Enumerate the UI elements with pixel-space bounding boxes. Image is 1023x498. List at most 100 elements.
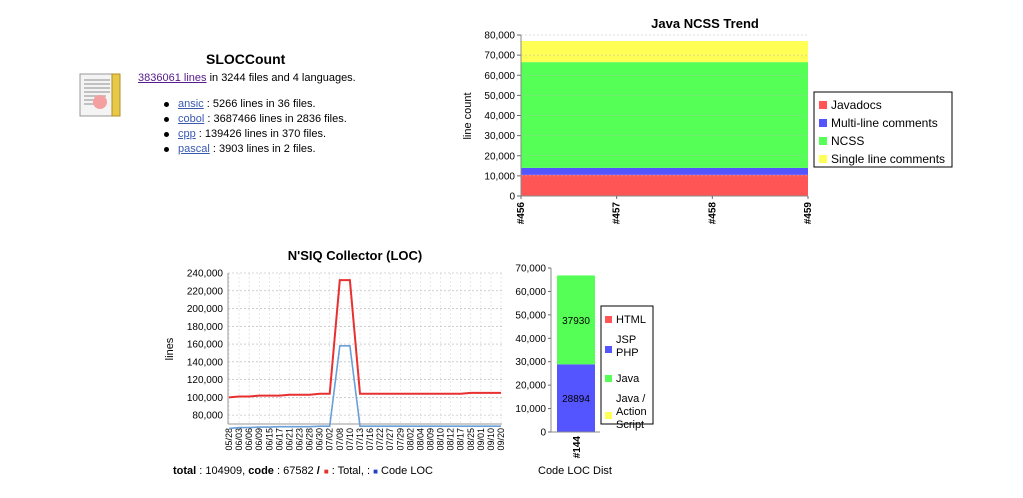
dist-legend-label: JSP (616, 334, 636, 346)
ncss-y-tick-label: 0 (509, 192, 515, 203)
language-link-ansic[interactable]: ansic (178, 98, 204, 110)
nsiq-x-tick-label: 06/17 (274, 428, 284, 451)
ncss-x-tick-label: #459 (803, 202, 814, 225)
nsiq-y-tick-label: 220,000 (187, 286, 224, 297)
language-stat: : 139426 lines in 370 files. (195, 128, 327, 140)
sloc-summary: 3836061 lines in 3244 files and 4 langua… (138, 72, 356, 84)
nsiq-x-tick-label: 07/08 (335, 428, 345, 451)
ncss-y-tick-label: 20,000 (484, 151, 515, 162)
nsiq-y-tick-label: 100,000 (187, 393, 224, 404)
dist-legend-swatch (605, 375, 612, 382)
ncss-area-ncss (521, 62, 808, 168)
ncss-legend-swatch (819, 119, 827, 127)
ncss-legend-box (813, 91, 953, 168)
footer-code-label: code (248, 465, 274, 477)
ncss-legend-label: Single line comments (831, 152, 945, 166)
ncss-x-tick-label: #457 (612, 202, 623, 225)
ncss-legend-label: NCSS (831, 134, 864, 148)
language-link-cpp[interactable]: cpp (178, 128, 196, 140)
dist-y-tick-label: 0 (540, 428, 546, 439)
nsiq-y-tick-label: 140,000 (187, 357, 224, 368)
nsiq-x-tick-label: 08/25 (466, 428, 476, 451)
dist-legend-label: Action (616, 406, 647, 418)
nsiq-x-tick-label: 07/13 (355, 428, 365, 451)
dist-legend-label: Java / (616, 393, 646, 405)
footer-slash: / (317, 465, 320, 477)
ncss-y-tick-label: 80,000 (484, 31, 515, 42)
footer-total-value: : 104909, (196, 465, 248, 477)
nsiq-footer: total : 104909, code : 67582 / ■ : Total,… (173, 465, 433, 477)
nsiq-x-tick-label: 08/17 (456, 428, 466, 451)
footer-code-value: : 67582 (274, 465, 317, 477)
dist-legend-label: HTML (616, 314, 646, 326)
nsiq-x-tick-label: 06/28 (305, 428, 315, 451)
total-lines-link[interactable]: 3836061 lines (138, 72, 207, 84)
list-item: pascal : 3903 lines in 2 files. (162, 142, 347, 157)
nsiq-x-tick-label: 06/06 (244, 428, 254, 451)
list-item: cobol : 3687466 lines in 2836 files. (162, 112, 347, 127)
ncss-y-tick-label: 10,000 (484, 171, 515, 182)
dist-legend-swatch (605, 412, 612, 419)
dist-bar-jsp-php (557, 364, 595, 432)
nsiq-x-tick-label: 06/21 (284, 428, 294, 451)
nsiq-x-tick-label: 07/16 (365, 428, 375, 451)
dist-x-axis-label: Code LOC Dist (538, 465, 612, 477)
ncss-trend-chart[interactable]: Java NCSS Trend line count 0 10,000 20,000… (450, 8, 970, 233)
footer-total-marker: ■ (324, 467, 329, 476)
dist-legend-label: Script (616, 419, 644, 431)
dist-legend-box (600, 305, 654, 425)
nsiq-x-tick-label: 06/15 (264, 428, 274, 451)
ncss-y-axis-label: line count (462, 92, 474, 139)
nsiq-x-tick-label: 08/02 (405, 428, 415, 451)
ncss-area-javadocs (521, 174, 808, 196)
code-loc-dist-chart[interactable]: 0 10,000 20,000 30,000 40,000 50,000 60,000 70,… (505, 258, 665, 483)
nsiq-x-tick-label: 05/28 (224, 428, 234, 451)
language-link-cobol[interactable]: cobol (178, 113, 205, 125)
list-item: cpp : 139426 lines in 370 files. (162, 127, 347, 142)
language-stat: : 5266 lines in 36 files. (203, 98, 316, 110)
nsiq-x-tick-label: 09/01 (476, 428, 486, 451)
dist-y-tick-label: 50,000 (515, 310, 546, 321)
language-link-pascal[interactable]: pascal (178, 143, 210, 155)
nsiq-x-tick-label: 07/27 (385, 428, 395, 451)
nsiq-x-tick-label: 08/12 (446, 428, 456, 451)
footer-total-legend: : Total, : (329, 465, 373, 477)
nsiq-x-tick-label: 06/30 (315, 428, 325, 451)
sloccount-title: SLOCCount (206, 51, 286, 67)
dist-y-tick-label: 60,000 (515, 287, 546, 298)
nsiq-x-tick-label: 06/23 (295, 428, 305, 451)
nsiq-y-tick-label: 240,000 (187, 269, 224, 280)
nsiq-y-tick-label: 160,000 (187, 340, 224, 351)
dist-plot-area: 0 10,000 20,000 30,000 40,000 50,000 60,000 70,… (515, 264, 600, 459)
nsiq-x-tick-label: 08/04 (415, 428, 425, 451)
dist-y-tick-label: 40,000 (515, 334, 546, 345)
list-item: ansic : 5266 lines in 36 files. (162, 97, 347, 112)
nsiq-x-tick-label: 06/09 (254, 428, 264, 451)
nsiq-x-tick-label: 07/02 (325, 428, 335, 451)
nsiq-y-tick-label: 180,000 (187, 322, 224, 333)
nsiq-line-total (228, 279, 501, 399)
ncss-legend: Javadocs Multi-line comments NCSS Single li… (813, 91, 953, 168)
dist-x-tick-label: #144 (572, 436, 583, 459)
dist-y-tick-label: 70,000 (515, 264, 546, 275)
nsiq-plot-area: 80,000 100,000 120,000 140,000 160,000 180,00… (187, 269, 506, 451)
ncss-area-single-line-comments (521, 41, 808, 63)
ncss-area-multi-line-comments (521, 167, 808, 175)
ncss-chart-title: Java NCSS Trend (651, 16, 759, 31)
ncss-x-tick-label: #456 (516, 202, 527, 225)
ncss-y-tick-label: 70,000 (484, 51, 515, 62)
nsiq-y-tick-label: 80,000 (192, 411, 223, 422)
ncss-legend-swatch (819, 101, 827, 109)
ncss-legend-label: Javadocs (831, 98, 882, 112)
document-icon (79, 73, 121, 117)
nsiq-line-code-loc (228, 345, 501, 430)
language-stat: : 3687466 lines in 2836 files. (204, 113, 347, 125)
nsiq-x-tick-label: 09/10 (486, 428, 496, 451)
ncss-plot-area: 0 10,000 20,000 30,000 40,000 50,000 60,000 70,… (484, 31, 814, 225)
ncss-y-tick-label: 40,000 (484, 111, 515, 122)
dist-legend-label: Java (616, 373, 640, 385)
nsiq-loc-chart[interactable]: N'SIQ Collector (LOC) lines 80,000 100,00… (155, 240, 515, 480)
ncss-y-tick-label: 60,000 (484, 71, 515, 82)
dist-y-tick-label: 10,000 (515, 404, 546, 415)
